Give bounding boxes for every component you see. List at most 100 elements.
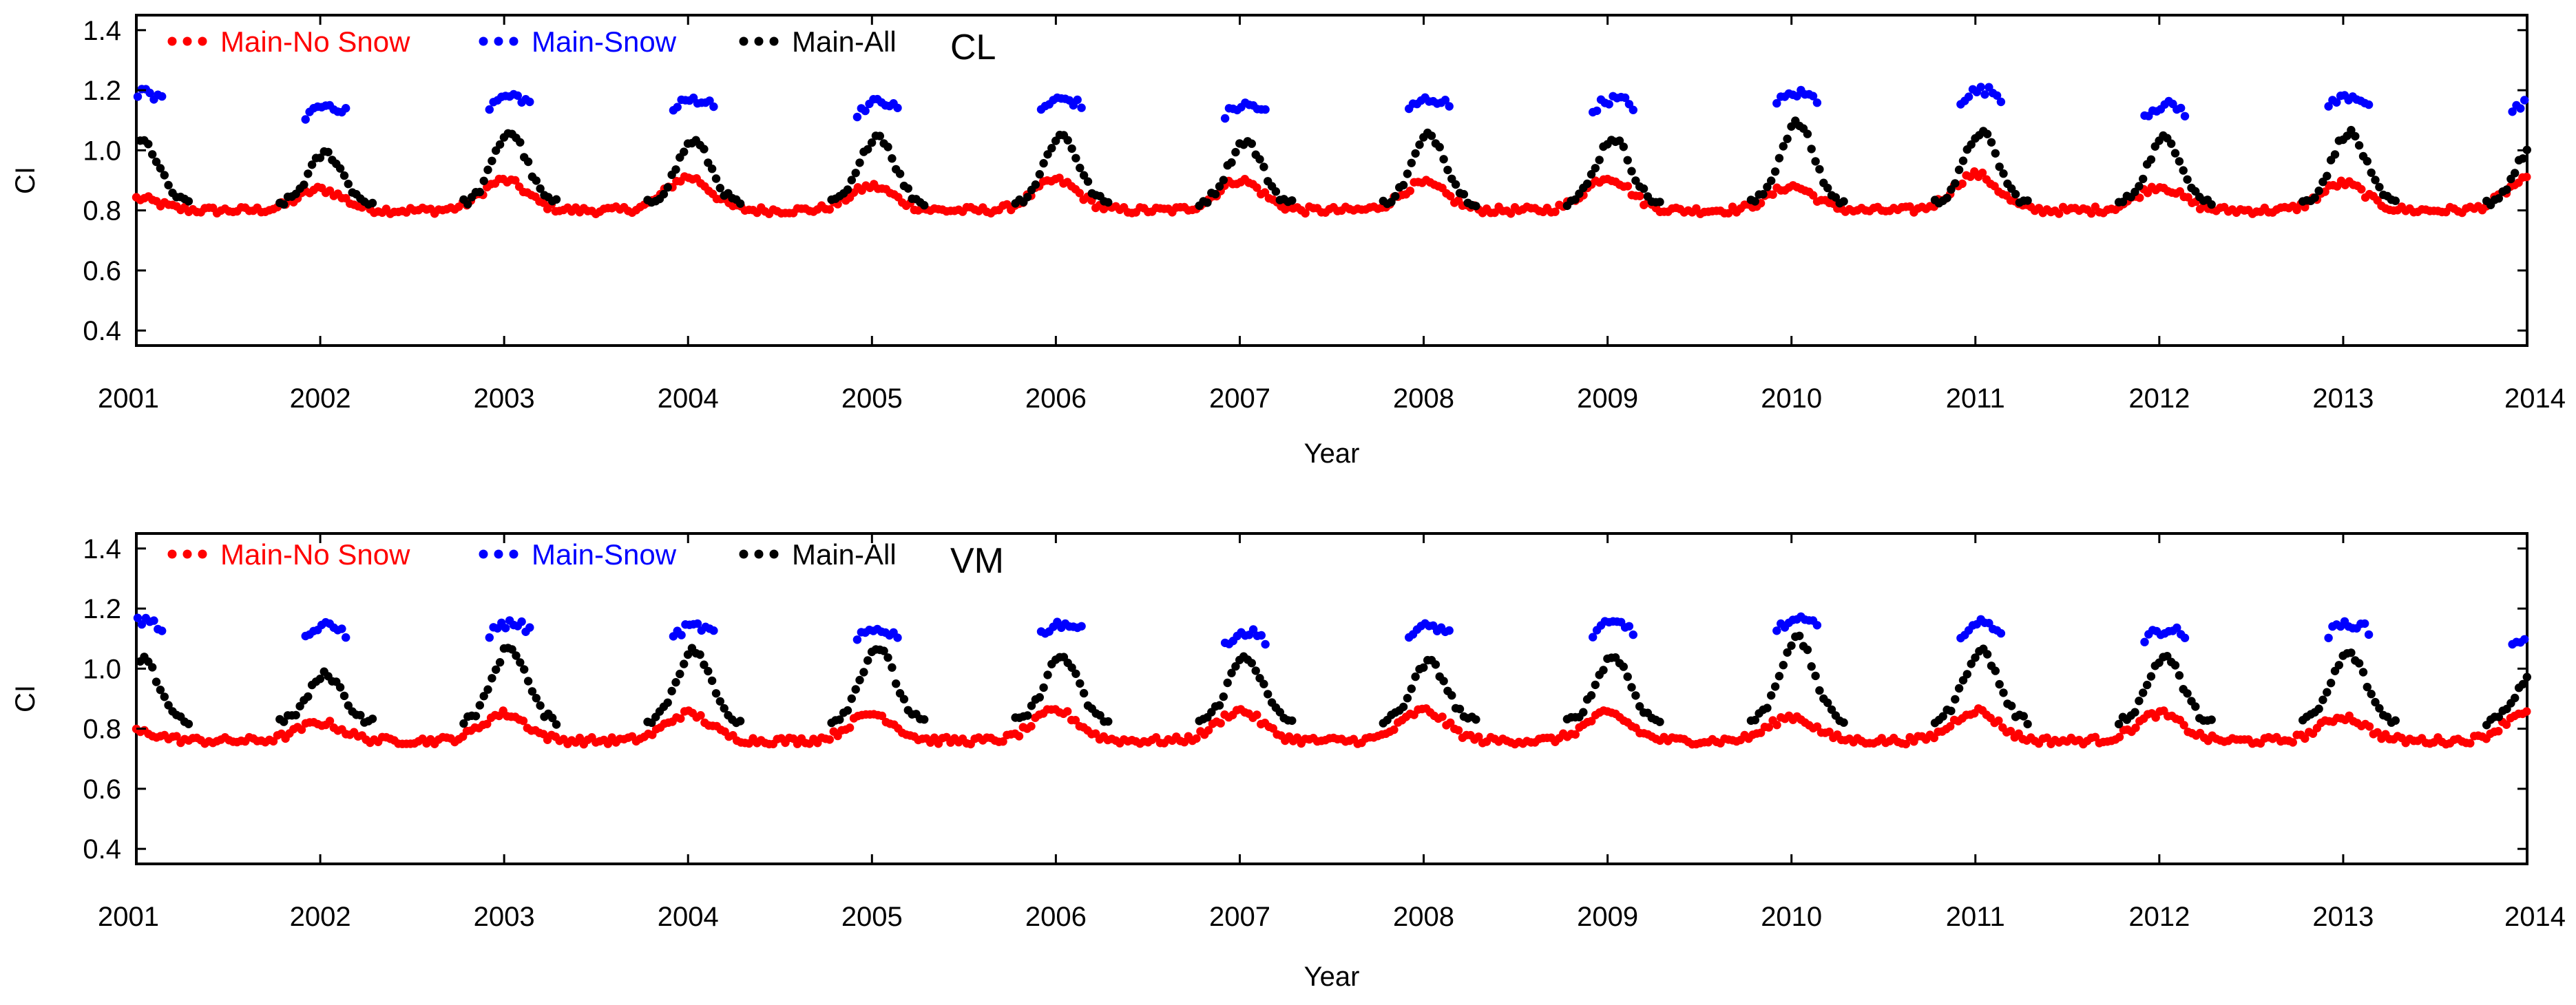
no-snow-point: [2292, 205, 2301, 215]
snow-point: [709, 626, 718, 635]
legend-dot-main-all: [754, 549, 764, 559]
all-point: [2130, 708, 2139, 717]
all-point: [1779, 142, 1788, 151]
snow-point: [1620, 93, 1630, 103]
all-point: [144, 140, 153, 149]
x-tick-label: 2009: [1577, 383, 1638, 414]
all-point: [2522, 673, 2531, 681]
all-point: [879, 646, 888, 655]
all-point: [2326, 679, 2336, 688]
all-point: [695, 650, 704, 659]
all-point: [1043, 150, 1052, 159]
all-point: [1419, 663, 1428, 672]
all-point: [680, 147, 689, 156]
all-point: [1403, 169, 1412, 178]
all-point: [711, 174, 721, 183]
all-point: [1774, 154, 1784, 162]
all-point: [1987, 138, 1996, 147]
all-point: [1063, 136, 1072, 145]
all-point: [1247, 139, 1257, 148]
snow-point: [513, 91, 522, 100]
y-tick-label: 1.2: [83, 594, 121, 624]
all-point: [2023, 196, 2032, 205]
all-point: [1411, 149, 1420, 158]
all-point: [492, 665, 501, 674]
no-snow-point: [511, 176, 520, 185]
no-snow-point: [2522, 707, 2531, 716]
no-snow-point: [2494, 727, 2503, 736]
no-snow-point: [1571, 730, 1580, 739]
all-point: [2518, 679, 2528, 689]
all-point: [1391, 191, 1400, 201]
y-tick-label: 0.6: [83, 256, 121, 286]
all-point: [1076, 163, 1085, 173]
snow-point: [1445, 102, 1454, 111]
all-point: [1459, 190, 1469, 199]
x-tick-label: 2011: [1946, 902, 2005, 932]
legend-marker-main-all: [739, 36, 779, 46]
all-point: [1587, 691, 1596, 700]
all-point: [1443, 165, 1452, 175]
snow-point: [1808, 92, 1818, 100]
y-tick-label: 0.8: [83, 196, 121, 226]
all-point: [1595, 156, 1604, 165]
data-points-layer: [132, 612, 2531, 749]
all-point: [671, 678, 680, 687]
all-point: [2518, 154, 2528, 163]
all-point: [1407, 684, 1416, 693]
all-point: [1472, 715, 1480, 724]
all-point: [1403, 694, 1412, 703]
all-point: [1415, 140, 1424, 149]
all-point: [1623, 156, 1632, 165]
all-point: [843, 706, 852, 715]
all-point: [1995, 162, 2004, 171]
chart-panel-vm: 1.41.21.00.80.60.4 2001 2002 2003 2004 2005 2…: [10, 532, 2566, 992]
all-point: [1787, 641, 1796, 650]
all-point: [335, 164, 345, 173]
y-tick-label: 1.4: [83, 534, 121, 564]
all-point: [659, 189, 669, 199]
all-point: [2019, 712, 2028, 721]
all-point: [1271, 187, 1281, 196]
legend-marker-main-no-snow: [167, 549, 207, 559]
legend-marker-main-snow: [479, 549, 519, 559]
all-point: [532, 694, 541, 703]
all-point: [1982, 650, 1992, 659]
x-tick-label: 2009: [1577, 902, 1638, 932]
all-point: [1779, 661, 1788, 670]
no-snow-point: [519, 717, 528, 726]
all-point: [2170, 149, 2180, 158]
all-point: [671, 165, 680, 174]
no-snow-point: [1027, 721, 1036, 731]
all-point: [2363, 157, 2371, 166]
snow-point: [1980, 90, 1989, 99]
all-point: [1839, 197, 1848, 206]
no-snow-point: [2131, 723, 2140, 732]
all-point: [471, 712, 481, 721]
all-point: [1750, 197, 1759, 206]
all-point: [1750, 715, 1759, 725]
all-point: [1023, 193, 1032, 202]
chart-panel-cl: 1.41.21.00.80.60.4 2001 2002 2003 2004 2005 2…: [10, 14, 2566, 469]
snow-point: [677, 631, 686, 639]
all-point: [483, 165, 492, 174]
no-snow-point: [1438, 712, 1447, 721]
all-point: [899, 695, 909, 704]
legend-marker-main-snow: [479, 36, 519, 46]
no-snow-point: [845, 723, 855, 732]
legend-dot-main-no-snow: [182, 36, 192, 46]
all-point: [488, 156, 496, 165]
no-snow-point: [2373, 728, 2382, 737]
all-point: [304, 692, 313, 701]
snow-point: [852, 112, 862, 122]
all-point: [2142, 680, 2152, 690]
snow-point: [1812, 621, 1822, 630]
all-point: [1455, 704, 1465, 714]
all-point: [2207, 200, 2216, 209]
all-point: [523, 157, 533, 167]
all-point: [344, 180, 353, 189]
snow-point: [2360, 619, 2369, 628]
no-snow-point: [1623, 182, 1633, 191]
all-point: [1631, 176, 1640, 185]
